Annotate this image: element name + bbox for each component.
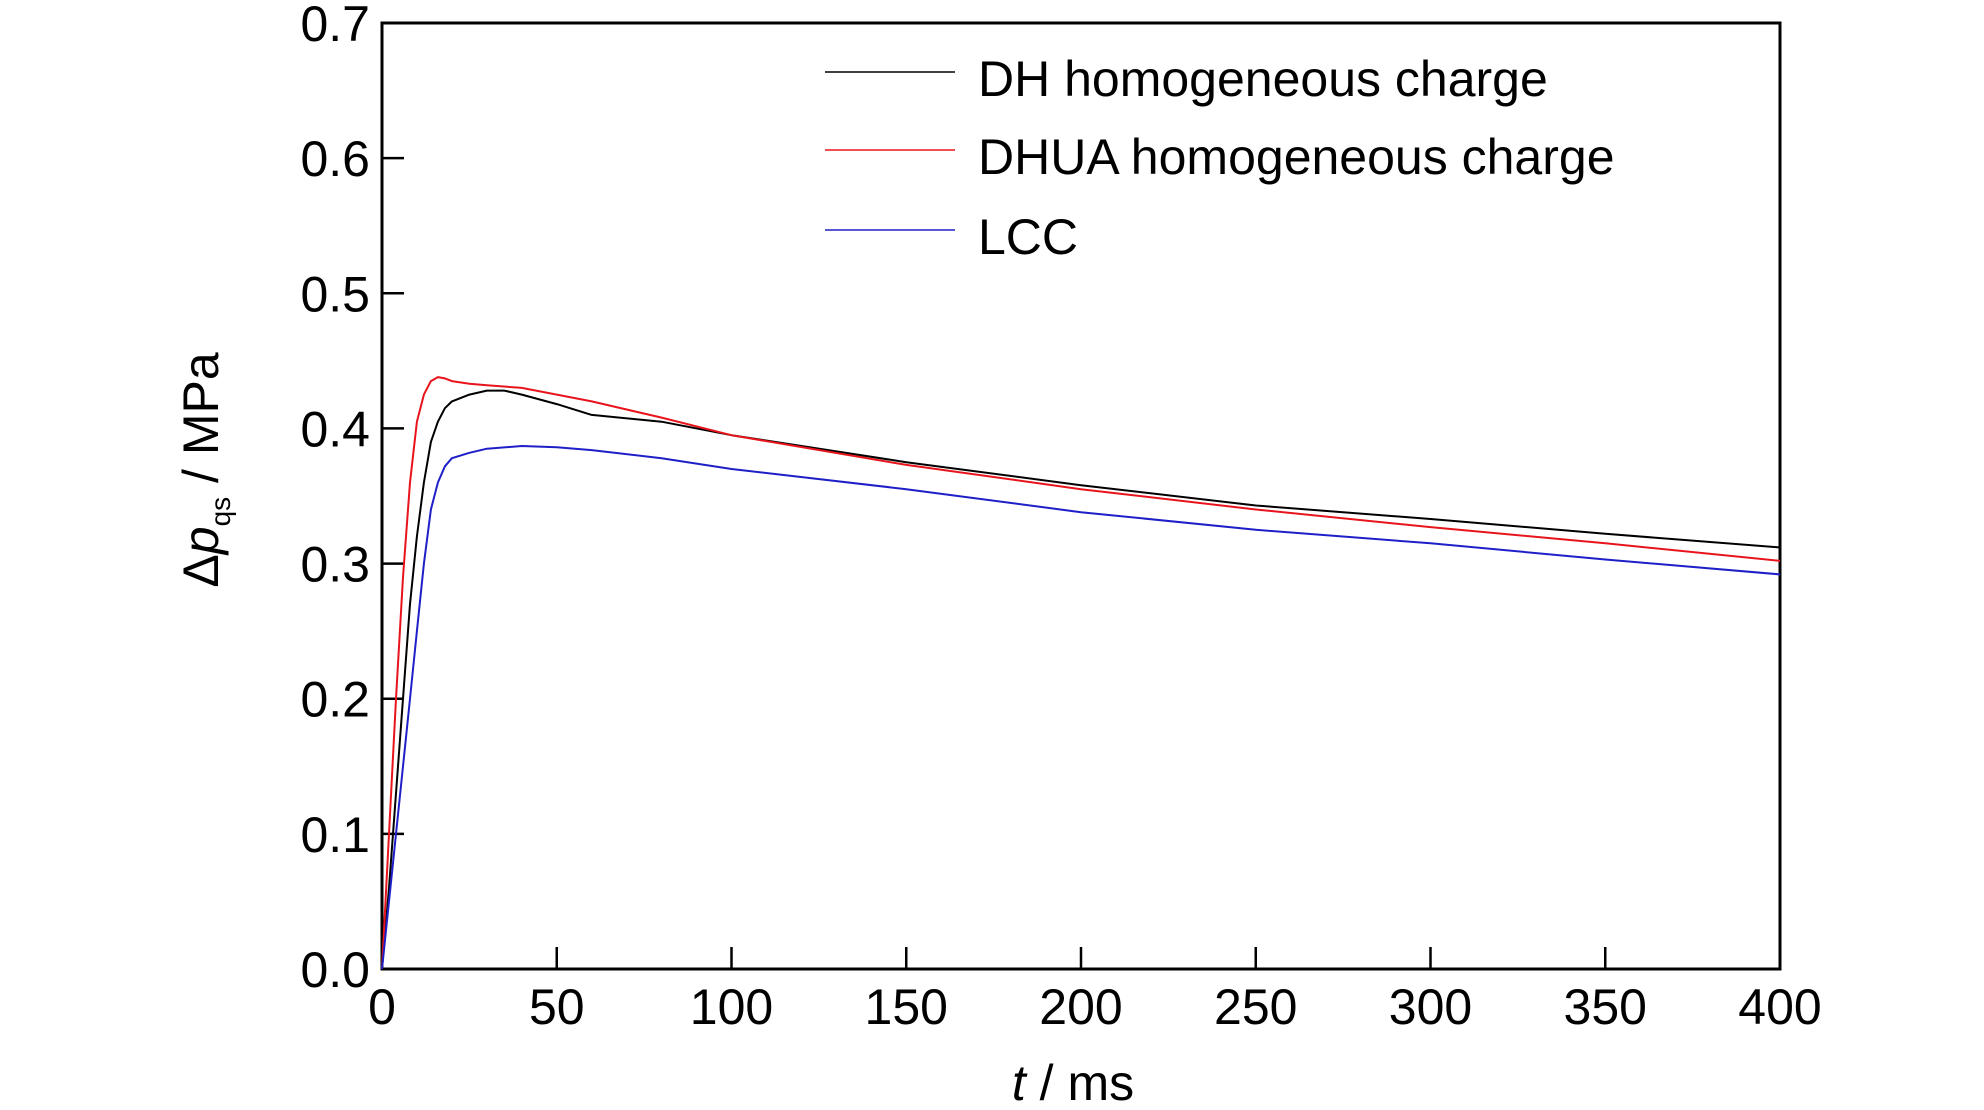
y-tick-label: 0.7: [300, 0, 370, 52]
series-lines: [381, 376, 1781, 970]
x-axis-var: t: [1012, 1055, 1028, 1110]
x-axis-unit: / ms: [1026, 1055, 1134, 1110]
y-axis-sub: qs: [205, 497, 236, 527]
x-tick-label: 200: [1039, 979, 1122, 1035]
series-line-dh: [381, 389, 1781, 970]
y-tick-label: 0.2: [300, 672, 370, 728]
axis-ticks: [380, 21, 1782, 971]
y-axis-symbol: Δ: [173, 554, 229, 587]
y-tick-label: 0.6: [300, 131, 370, 187]
x-tick-label: 350: [1564, 979, 1647, 1035]
x-tick-label: 150: [865, 979, 948, 1035]
legend: DH homogeneous charge DHUA homogeneous c…: [825, 51, 1615, 265]
legend-label-dhua: DHUA homogeneous charge: [978, 129, 1615, 185]
x-axis-title: t / ms: [1012, 1055, 1134, 1110]
series-line-dhua: [381, 376, 1781, 970]
x-tick-label: 50: [529, 979, 585, 1035]
x-tick-label: 0: [368, 979, 396, 1035]
y-tick-label: 0.0: [300, 942, 370, 998]
y-tick-label: 0.4: [300, 401, 370, 457]
y-axis-unit: / MPa: [173, 352, 229, 497]
y-tick-label: 0.3: [300, 537, 370, 593]
x-tick-label: 300: [1389, 979, 1472, 1035]
y-tick-label: 0.5: [300, 266, 370, 322]
series-line-lcc: [381, 445, 1781, 970]
y-axis-var: p: [173, 526, 229, 556]
axis-tick-labels: 0 50 100 150 200 250 300 350 400 0.0 0.1 0.2 0.3 0.4 0…: [300, 0, 1821, 1035]
y-axis-title: Δpqs / MPa: [173, 352, 236, 587]
x-tick-label: 400: [1738, 979, 1821, 1035]
legend-label-lcc: LCC: [978, 209, 1078, 265]
y-tick-label: 0.1: [300, 807, 370, 863]
legend-label-dh: DH homogeneous charge: [978, 51, 1548, 107]
x-tick-label: 250: [1214, 979, 1297, 1035]
x-tick-label: 100: [690, 979, 773, 1035]
